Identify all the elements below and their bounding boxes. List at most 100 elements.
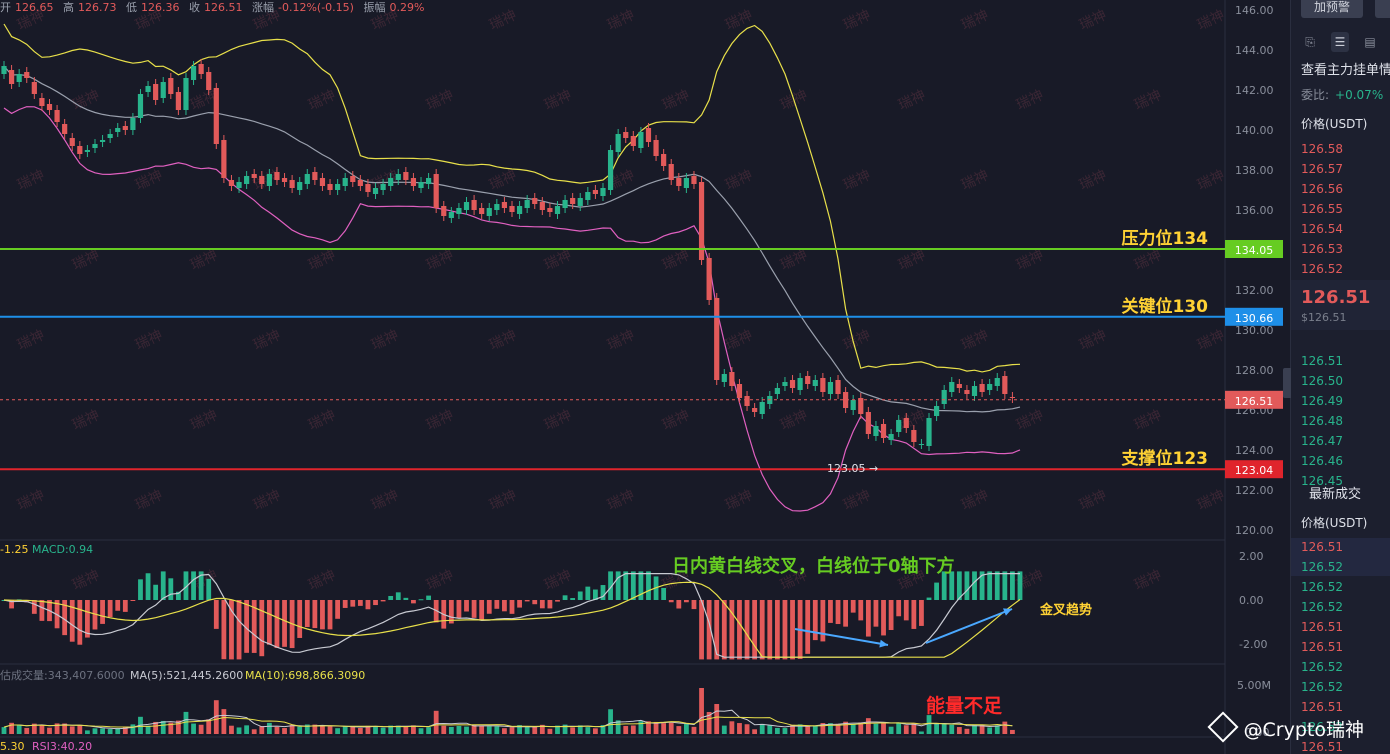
volume-bar (532, 726, 538, 734)
bid-price: 126.49 (1301, 394, 1343, 408)
volume-bar (805, 725, 811, 734)
volume-bar (547, 728, 553, 734)
add-alert-button[interactable]: 加预警 (1301, 0, 1363, 18)
commission-label: 委比: (1301, 88, 1330, 102)
macd-bar (729, 600, 735, 660)
macd-bar (873, 600, 879, 627)
volume-bar (759, 723, 765, 734)
candle-body (479, 208, 485, 214)
volume-bar (744, 724, 750, 734)
view-list-icon[interactable]: ☰ (1331, 32, 1349, 52)
watermark-tile: 瑞神 (1132, 407, 1164, 433)
view-both-icon[interactable]: ⎘ (1305, 35, 1315, 49)
volume-bar (729, 721, 735, 734)
volume-bar (191, 723, 196, 734)
chart-area[interactable]: 瑞神 瑞神 瑞神 瑞神 瑞神 瑞神 瑞神 瑞神 瑞神 瑞神 瑞神 瑞神 瑞神 瑞神 瑞神 瑞神 瑞神 瑞神 瑞神 瑞神… (0, 0, 1290, 754)
ask-price: 126.55 (1301, 202, 1343, 216)
macd-bar (342, 600, 348, 608)
candle-body (827, 382, 834, 394)
trade-price: 126.51 (1301, 540, 1343, 554)
candle-body (494, 204, 500, 210)
volume-bar (714, 704, 720, 734)
candle-body (190, 66, 197, 80)
panel-menu-button[interactable] (1375, 0, 1390, 18)
candle-body (736, 384, 743, 398)
macd-bar (555, 600, 560, 602)
level-label: 关键位130 (1122, 296, 1209, 317)
candle-body (145, 86, 151, 92)
low-label: 低 (126, 1, 137, 14)
candle-body (342, 178, 348, 186)
volume-bar (835, 723, 841, 734)
candle-body (46, 104, 53, 110)
candle-body (418, 182, 424, 188)
candle-body (77, 146, 83, 154)
macd-bar (191, 571, 196, 600)
trade-price: 126.52 (1301, 680, 1343, 694)
brand-logo-icon (1206, 711, 1239, 743)
candle-body (858, 398, 864, 414)
candle-body (706, 258, 712, 300)
macd-bar (266, 600, 272, 645)
candle-body (691, 176, 697, 184)
candle-body (153, 84, 159, 100)
volume-header: 估成交量:343,407.6000 (0, 668, 125, 682)
watermark-tile: 瑞神 (1195, 327, 1227, 353)
macd-bar (456, 600, 462, 619)
ask-price: 126.56 (1301, 182, 1343, 196)
candle-body (213, 88, 219, 144)
volume-bar (691, 726, 697, 734)
candle-body (251, 174, 257, 178)
macd-bar (759, 600, 765, 660)
macd-bar (994, 571, 1000, 600)
amp-value: 0.29% (389, 1, 425, 14)
candle-body (797, 378, 803, 390)
candle-body (24, 72, 30, 78)
rsi-header-value: RSI3:40.20 (32, 740, 92, 753)
volume-bar (266, 722, 272, 734)
watermark-tile: 瑞神 (306, 87, 338, 113)
collapse-handle[interactable] (1283, 368, 1291, 398)
watermark-tile: 瑞神 (542, 247, 574, 273)
volume-bar (502, 728, 507, 734)
order-book-title[interactable]: 查看主力挂单情 (1301, 63, 1390, 78)
macd-bar (721, 600, 727, 660)
volume-bar (812, 725, 818, 734)
volume-bar (282, 728, 287, 734)
candle-body (843, 392, 849, 408)
watermark-tile: 瑞神 (605, 327, 637, 353)
volume-bar (979, 724, 985, 734)
macd-bar (1017, 571, 1023, 600)
volume-bar (1010, 729, 1015, 734)
volume-bar (608, 709, 613, 734)
candle-body (971, 386, 978, 396)
trade-price: 126.52 (1301, 660, 1343, 674)
trades-title[interactable]: 最新成交 (1309, 487, 1362, 502)
volume-bar (62, 723, 68, 734)
candle-body (8, 70, 15, 84)
watermark-tile: 瑞神 (306, 567, 338, 593)
commission-ratio: 委比: +0.07% (1301, 86, 1383, 103)
open-value: 126.65 (15, 1, 54, 14)
view-bids-icon[interactable]: ▤ (1364, 35, 1376, 49)
volume-bar (77, 725, 83, 734)
candle-body (607, 150, 614, 190)
macd-dea-line (3, 581, 1021, 658)
volume-annotation: 能量不足 (926, 694, 1003, 717)
commission-value: +0.07% (1335, 88, 1384, 102)
macd-bar (9, 600, 14, 609)
macd-bar (843, 600, 849, 627)
watermark-tile: 瑞神 (487, 487, 519, 513)
last-price: 126.51 (1301, 287, 1371, 308)
candle-body (92, 144, 98, 148)
level-tag (1225, 240, 1283, 258)
trend-arrow-down-head (879, 639, 888, 648)
volume-bar (130, 724, 136, 734)
volume-bar (448, 726, 454, 734)
volume-bar (320, 726, 325, 734)
volume-bar (858, 722, 864, 734)
volume-bar (683, 724, 689, 734)
change-label: 涨幅 (252, 1, 274, 14)
macd-bar (115, 600, 121, 611)
